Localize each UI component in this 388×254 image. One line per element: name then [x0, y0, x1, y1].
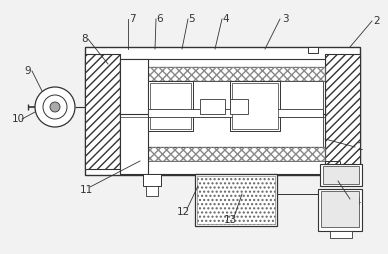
Text: 4: 4 [223, 14, 229, 24]
Bar [85, 55, 120, 169]
Bar [325, 55, 360, 169]
Text: 3: 3 [282, 14, 288, 24]
Circle shape [43, 96, 67, 120]
Circle shape [35, 88, 75, 128]
Circle shape [50, 103, 60, 113]
Bar [120, 147, 325, 161]
Bar [120, 60, 325, 174]
Text: 6: 6 [157, 14, 163, 24]
Bar [197, 176, 275, 224]
Bar [150, 84, 191, 130]
Bar [85, 55, 120, 169]
Text: 2: 2 [374, 16, 380, 26]
Text: 12: 12 [177, 206, 190, 216]
Text: 11: 11 [80, 184, 93, 194]
Text: 1: 1 [357, 141, 363, 151]
Bar [148, 82, 193, 132]
Text: 10: 10 [11, 114, 24, 123]
Bar [318, 189, 362, 231]
Text: 5: 5 [189, 14, 195, 24]
Bar [85, 48, 360, 175]
Bar [232, 84, 278, 130]
Bar [120, 68, 325, 82]
Bar [195, 174, 277, 226]
Bar [148, 109, 323, 118]
Text: 9: 9 [25, 66, 31, 76]
Bar [200, 100, 225, 115]
Bar [330, 231, 352, 238]
Text: 13: 13 [223, 214, 237, 224]
Bar [321, 191, 359, 227]
Bar [122, 82, 323, 147]
Text: 14: 14 [348, 196, 362, 206]
Bar [143, 174, 161, 186]
Text: 8: 8 [82, 34, 88, 44]
Bar [323, 166, 359, 184]
Text: 7: 7 [129, 14, 135, 24]
Bar [146, 186, 158, 196]
Bar [120, 68, 325, 82]
Bar [120, 60, 148, 174]
Bar [325, 55, 360, 169]
Bar [308, 48, 318, 54]
Bar [320, 164, 362, 186]
Bar [230, 82, 280, 132]
Bar [120, 147, 325, 161]
Bar [230, 100, 248, 115]
